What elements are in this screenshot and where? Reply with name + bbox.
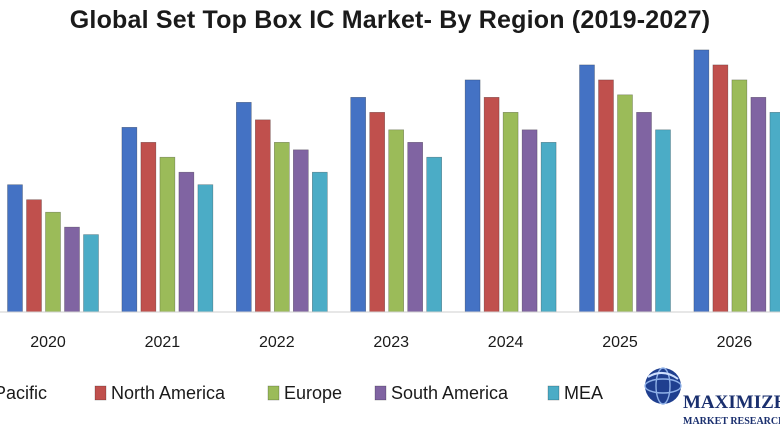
bar-2022-europe <box>273 142 290 313</box>
bar-2020-mea <box>83 234 99 313</box>
legend-label: MEA <box>564 383 603 403</box>
bar-2026-asia-pacific <box>693 49 710 313</box>
maximize-logo: MAXIMIZE MARKET RESEARCH <box>644 367 780 427</box>
bar-2021-north-america <box>140 142 157 313</box>
bar-2023-mea <box>426 156 443 313</box>
legend-item-mea: MEA <box>547 383 603 403</box>
bar-2023-europe <box>388 129 405 313</box>
bar-2021-asia-pacific <box>121 127 138 313</box>
bar-2021-south-america <box>178 171 195 313</box>
bar-2025-asia-pacific <box>579 64 595 313</box>
bar-2025-north-america <box>598 79 614 313</box>
bar-2026-north-america <box>712 64 729 313</box>
bar-2025-europe <box>617 94 633 313</box>
legend: Asia Pacific North America Europe South Ame… <box>0 383 603 403</box>
bars-group <box>7 49 780 313</box>
bar-2022-mea <box>311 171 328 313</box>
bar-2023-asia-pacific <box>350 97 367 313</box>
x-tick-label: 2021 <box>145 334 181 351</box>
bar-2026-south-america <box>750 97 767 313</box>
bar-2024-south-america <box>521 129 538 313</box>
legend-item-asia-pacific: Asia Pacific <box>0 383 47 403</box>
bar-2020-europe <box>45 211 61 313</box>
legend-label: North America <box>111 383 226 403</box>
bar-2022-asia-pacific <box>236 102 252 313</box>
bar-2026-mea <box>769 112 780 313</box>
x-tick-label: 2022 <box>259 334 295 351</box>
legend-label: South America <box>391 383 509 403</box>
bar-2024-mea <box>540 142 557 313</box>
logo-tagline: MARKET RESEARCH <box>683 416 780 427</box>
legend-item-north-america: North America <box>94 383 226 403</box>
bar-2020-north-america <box>26 199 42 313</box>
x-tick-labels: 2020 2021 2022 2023 2024 2025 2026 <box>30 334 752 351</box>
legend-label: Asia Pacific <box>0 383 47 403</box>
x-tick-label: 2025 <box>602 334 638 351</box>
bar-2024-north-america <box>483 97 500 313</box>
legend-label: Europe <box>284 383 342 403</box>
bar-2020-south-america <box>64 226 80 313</box>
bar-2023-south-america <box>407 142 424 313</box>
legend-swatch <box>267 385 280 401</box>
bar-2020-asia-pacific <box>7 184 23 313</box>
bar-2025-south-america <box>636 112 652 313</box>
x-tick-label: 2023 <box>373 334 409 351</box>
legend-swatch <box>374 385 387 401</box>
x-tick-label: 2024 <box>488 334 524 351</box>
x-tick-label: 2020 <box>30 334 66 351</box>
bar-2021-europe <box>159 156 176 313</box>
legend-item-europe: Europe <box>267 383 342 403</box>
bar-2023-north-america <box>369 112 386 313</box>
logo-name: MAXIMIZE <box>683 392 780 413</box>
bar-2026-europe <box>731 79 748 313</box>
x-tick-label: 2026 <box>717 334 753 351</box>
bar-2025-mea <box>655 129 671 313</box>
legend-item-south-america: South America <box>374 383 509 403</box>
bar-2024-asia-pacific <box>464 79 481 313</box>
bar-2024-europe <box>502 112 519 313</box>
legend-swatch <box>547 385 560 401</box>
chart-title: Global Set Top Box IC Market- By Region … <box>69 6 711 34</box>
legend-swatch <box>94 385 107 401</box>
bar-2022-south-america <box>292 149 309 313</box>
bar-2022-north-america <box>255 119 271 313</box>
bar-2021-mea <box>197 184 214 313</box>
globe-icon <box>644 367 682 405</box>
